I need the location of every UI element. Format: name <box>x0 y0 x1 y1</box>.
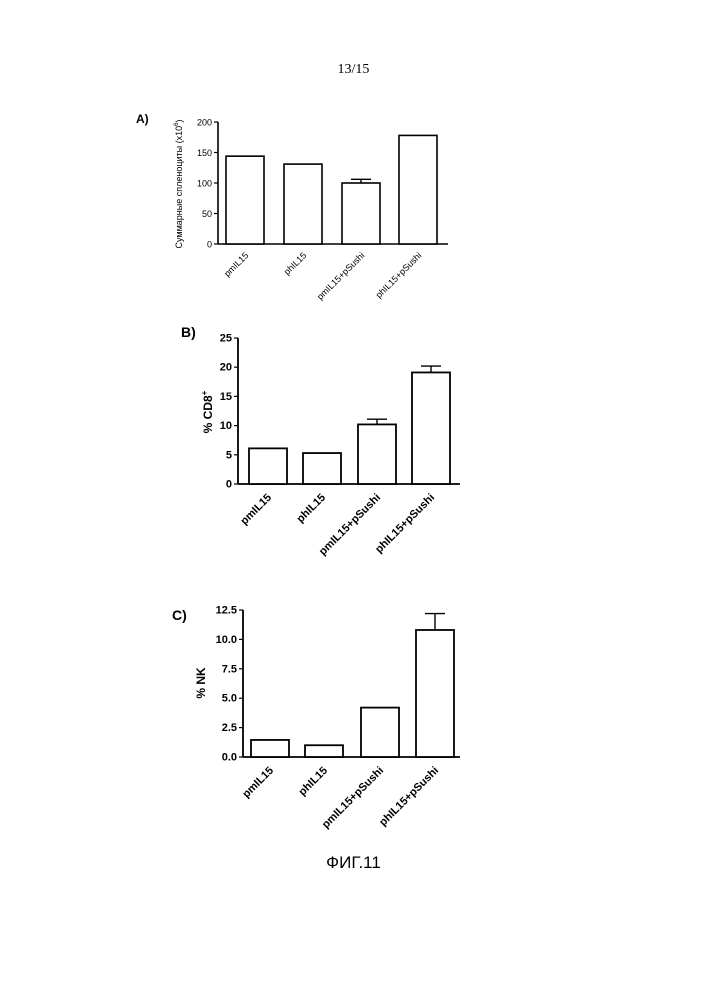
page-number: 13/15 <box>0 62 707 78</box>
y-tick-label: 15 <box>220 391 232 403</box>
y-tick-label: 10.0 <box>216 634 237 646</box>
error-bars <box>425 614 445 630</box>
bars <box>251 630 454 757</box>
y-tick-label: 7.5 <box>222 663 237 675</box>
bar-phIL15 <box>305 745 343 757</box>
x-tick-label: pmIL15 <box>240 765 276 801</box>
bars <box>249 372 450 484</box>
y-ticks: 0.0 2.5 5.0 7.5 10.0 12.5 <box>216 605 243 764</box>
y-tick-label: 20 <box>220 362 232 374</box>
y-tick-label: 25 <box>220 333 232 345</box>
x-tick-label: pmIL15+pSushi <box>315 250 366 301</box>
y-tick-label: 0 <box>207 240 212 250</box>
y-tick-label: 12.5 <box>216 605 237 617</box>
x-tick-label: phIL15 <box>282 250 309 277</box>
y-axis-label: Суммарные спленоциты (x106) <box>174 120 184 249</box>
bar-pmIL15+pSushi <box>342 183 380 244</box>
x-tick-label: pmIL15 <box>222 250 250 278</box>
chart-c: C) % NK 0.0 2.5 5.0 7.5 10.0 12.5 pmIL15 phIL1… <box>0 590 707 840</box>
y-tick-label: 200 <box>197 118 212 128</box>
x-tick-label: phIL15 <box>297 765 331 799</box>
x-ticks: pmIL15phIL15pmIL15+pSushiphIL15+pSushi <box>238 492 437 558</box>
chart-a: A) Суммарные спленоциты (x106) 0 50 100 150… <box>0 100 707 300</box>
bar-phIL15+pSushi <box>416 630 454 757</box>
y-tick-label: 5 <box>226 449 232 461</box>
y-tick-label: 50 <box>202 209 212 219</box>
y-axis-label: % CD8+ <box>200 390 215 433</box>
bar-pmIL15 <box>249 448 287 484</box>
bar-phIL15+pSushi <box>412 372 450 484</box>
x-ticks: pmIL15 phIL15pmIL15+pSushiphIL15+pSushi <box>222 250 423 301</box>
x-tick-label: pmIL15+pSushi <box>320 765 386 831</box>
bar-phIL15+pSushi <box>399 135 437 244</box>
y-axis-label: % NK <box>194 667 208 699</box>
y-ticks: 0 5 10 15 20 25 <box>220 333 238 491</box>
panel-label: B) <box>181 324 196 340</box>
y-tick-label: 100 <box>197 179 212 189</box>
bar-pmIL15 <box>226 156 264 244</box>
y-tick-label: 10 <box>220 420 232 432</box>
figure-caption: ФИГ.11 <box>0 853 707 873</box>
y-tick-label: 0 <box>226 479 232 491</box>
bar-pmIL15+pSushi <box>361 708 399 757</box>
y-tick-label: 150 <box>197 148 212 158</box>
y-tick-label: 0.0 <box>222 752 237 764</box>
panel-label: A) <box>136 112 149 126</box>
x-tick-label: pmIL15 <box>238 492 274 528</box>
x-tick-label: phIL15+pSushi <box>373 492 437 556</box>
x-ticks: pmIL15 phIL15pmIL15+pSushiphIL15+pSushi <box>240 765 441 831</box>
x-tick-label: phIL15+pSushi <box>374 250 424 300</box>
x-tick-label: phIL15 <box>295 492 329 526</box>
bars <box>226 135 437 244</box>
x-tick-label: phIL15+pSushi <box>377 765 441 829</box>
chart-b: B) % CD8+ 0510152025 pmIL15phIL15pmIL15+… <box>0 320 707 560</box>
y-ticks: 0 50 100 150 200 <box>197 118 218 250</box>
bar-phIL15 <box>303 453 341 484</box>
panel-label: C) <box>172 607 187 623</box>
y-tick-label: 5.0 <box>222 693 237 705</box>
bar-pmIL15 <box>251 740 289 757</box>
bar-pmIL15+pSushi <box>358 424 396 484</box>
y-tick-label: 2.5 <box>222 722 237 734</box>
bar-phIL15 <box>284 164 322 244</box>
